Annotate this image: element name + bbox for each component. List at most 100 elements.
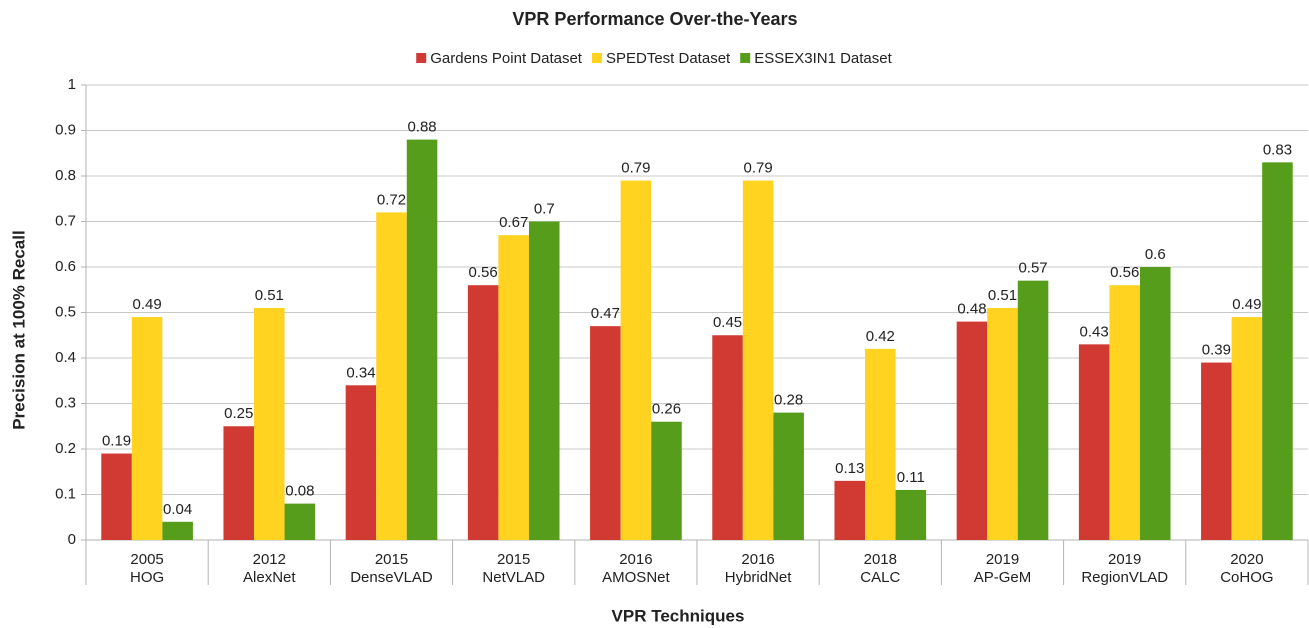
data-label: 0.79 xyxy=(621,160,650,177)
data-label: 0.48 xyxy=(957,301,986,318)
x-axis-title: VPR Techniques xyxy=(612,606,745,625)
data-label: 0.45 xyxy=(713,314,742,331)
legend-swatch xyxy=(416,53,427,63)
bar xyxy=(651,421,682,540)
data-label: 0.25 xyxy=(224,405,253,422)
x-tick-label: RegionVLAD xyxy=(1081,569,1168,586)
bar xyxy=(1109,285,1140,540)
data-label: 0.26 xyxy=(652,401,681,418)
chart-title: VPR Performance Over-the-Years xyxy=(512,9,797,29)
legend-label: ESSEX3IN1 Dataset xyxy=(754,50,892,67)
bar xyxy=(620,180,652,541)
data-label: 0.51 xyxy=(255,287,284,304)
data-label: 0.49 xyxy=(1232,296,1261,313)
data-label: 0.51 xyxy=(988,287,1017,304)
bar xyxy=(254,307,285,540)
x-tick-label: HOG xyxy=(130,569,164,586)
data-label: 0.13 xyxy=(835,460,864,477)
data-label: 0.19 xyxy=(102,433,131,450)
data-label: 0.28 xyxy=(774,392,803,409)
y-tick-label: 0 xyxy=(68,531,76,548)
bar xyxy=(1201,362,1232,540)
legend-swatch xyxy=(740,53,751,63)
y-tick-label: 0.8 xyxy=(55,167,76,184)
data-label: 0.88 xyxy=(407,119,436,136)
bar xyxy=(590,326,621,540)
data-label: 0.49 xyxy=(132,296,161,313)
bar xyxy=(467,285,499,540)
data-label: 0.04 xyxy=(163,501,192,518)
x-tick-label: CALC xyxy=(860,569,900,586)
data-label: 0.7 xyxy=(534,200,555,217)
data-label: 0.83 xyxy=(1263,141,1292,158)
y-tick-label: 0.4 xyxy=(55,349,76,366)
x-tick-label: 2005 xyxy=(130,551,163,568)
bar xyxy=(223,426,255,540)
x-tick-label: NetVLAD xyxy=(482,569,545,586)
x-tick-label: 2019 xyxy=(986,551,1019,568)
bar xyxy=(987,307,1018,540)
x-tick-label: 2019 xyxy=(1108,551,1141,568)
bar xyxy=(956,321,988,540)
y-tick-label: 0.1 xyxy=(55,485,76,502)
x-tick-label: 2015 xyxy=(497,551,530,568)
bar xyxy=(284,503,316,540)
x-tick-label: HybridNet xyxy=(725,569,793,586)
data-label: 0.56 xyxy=(469,264,498,281)
bar xyxy=(162,521,193,540)
data-label: 0.11 xyxy=(897,469,925,486)
bar xyxy=(1262,162,1293,540)
bar xyxy=(131,317,163,540)
bar xyxy=(1139,267,1171,540)
data-label: 0.43 xyxy=(1080,323,1109,340)
data-label: 0.67 xyxy=(499,214,528,231)
bar xyxy=(406,139,438,540)
legend-swatch xyxy=(591,53,602,63)
bar xyxy=(834,480,866,540)
y-axis-title: Precision at 100% Recall xyxy=(9,230,28,429)
x-tick-label: 2020 xyxy=(1230,551,1263,568)
data-label: 0.39 xyxy=(1202,342,1231,359)
data-label: 0.6 xyxy=(1145,246,1166,263)
y-tick-label: 0.9 xyxy=(55,121,76,138)
data-label: 0.42 xyxy=(866,328,895,345)
data-label: 0.34 xyxy=(346,364,375,381)
data-label: 0.56 xyxy=(1110,264,1139,281)
x-tick-label: 2018 xyxy=(864,551,897,568)
y-tick-label: 0.6 xyxy=(55,258,76,275)
legend-label: SPEDTest Dataset xyxy=(606,50,731,67)
bar xyxy=(1078,344,1110,540)
bar xyxy=(1231,317,1263,540)
bar xyxy=(376,212,407,540)
x-tick-label: 2016 xyxy=(741,551,774,568)
x-tick-label: 2015 xyxy=(375,551,408,568)
bar xyxy=(895,489,927,540)
data-label: 0.57 xyxy=(1018,260,1047,277)
x-tick-label: DenseVLAD xyxy=(350,569,433,586)
bar xyxy=(742,180,774,541)
bar xyxy=(1017,280,1049,540)
bar xyxy=(101,453,132,540)
x-tick-label: AlexNet xyxy=(243,569,296,586)
bar xyxy=(528,221,560,540)
bar xyxy=(712,335,743,540)
x-tick-label: CoHOG xyxy=(1220,569,1273,586)
y-tick-label: 0.2 xyxy=(55,440,76,457)
bar xyxy=(345,385,377,540)
y-tick-label: 0.7 xyxy=(55,212,76,229)
bar xyxy=(498,235,529,540)
x-tick-label: 2016 xyxy=(619,551,652,568)
legend-label: Gardens Point Dataset xyxy=(430,50,583,67)
data-label: 0.79 xyxy=(743,160,772,177)
x-tick-label: 2012 xyxy=(253,551,286,568)
bar xyxy=(773,412,804,540)
y-tick-label: 0.5 xyxy=(55,303,76,320)
data-label: 0.08 xyxy=(285,483,314,500)
y-tick-label: 1 xyxy=(68,76,76,93)
data-label: 0.72 xyxy=(377,191,406,208)
data-label: 0.47 xyxy=(591,305,620,322)
bar xyxy=(865,348,896,540)
x-tick-label: AMOSNet xyxy=(602,569,670,586)
y-tick-label: 0.3 xyxy=(55,394,76,411)
